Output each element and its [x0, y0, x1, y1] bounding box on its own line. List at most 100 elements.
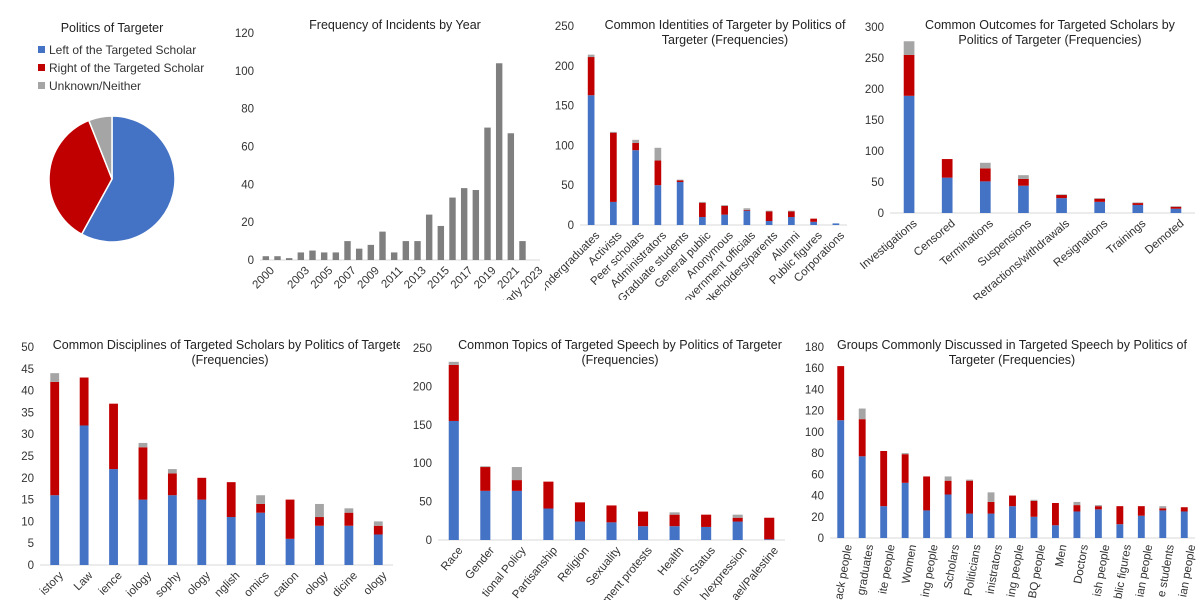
y-tick-label: 100	[555, 140, 574, 152]
x-tick-label: Politicians	[963, 543, 984, 596]
bar-segment	[632, 150, 639, 225]
bar-segment	[732, 514, 743, 518]
bar-segment	[669, 526, 680, 540]
bar-segment	[721, 205, 728, 206]
bar-segment	[1159, 510, 1167, 538]
bar-segment	[315, 517, 324, 526]
y-tick-label: 100	[805, 427, 824, 439]
y-tick-label: 0	[248, 255, 254, 267]
bar-segment	[256, 503, 266, 513]
bar-segment	[837, 366, 845, 421]
bar-segment	[1052, 502, 1059, 526]
x-tick-label: ing people	[920, 544, 941, 598]
bar-segment	[637, 526, 649, 540]
x-tick-label: blic figures	[1113, 543, 1134, 599]
bar-segment	[987, 501, 995, 514]
bar-segment	[285, 499, 295, 539]
x-tick-label: Men	[1054, 544, 1070, 568]
bar	[414, 241, 421, 260]
x-tick-label: ing people	[1006, 544, 1027, 598]
bar-segment	[765, 211, 773, 222]
bar-segment	[587, 95, 595, 225]
bar-segment	[732, 517, 743, 522]
x-tick-label: ology	[362, 570, 390, 598]
bar-segment	[669, 514, 680, 527]
bar	[297, 252, 305, 260]
bar	[484, 127, 491, 260]
x-tick-label: Race	[439, 545, 465, 573]
bar-segment	[50, 381, 60, 496]
bar-segment	[138, 499, 148, 565]
y-tick-label: 0	[878, 208, 884, 220]
bar-segment	[966, 479, 973, 481]
bar-segment	[285, 538, 295, 565]
bar	[495, 63, 503, 261]
x-tick-label: omics	[242, 570, 272, 600]
bar-segment	[256, 495, 266, 504]
bar-segment	[373, 521, 383, 526]
x-tick-label: 2005	[309, 265, 336, 292]
chart-title: Frequency of Incidents by Year	[309, 18, 481, 32]
y-tick-label: 40	[811, 491, 824, 503]
x-tick-label: graduates	[856, 543, 877, 596]
y-tick-label: 50	[419, 497, 432, 509]
y-tick-label: 40	[21, 386, 34, 398]
bar-segment	[765, 210, 773, 212]
bar-segment	[944, 494, 952, 538]
bar-segment	[138, 447, 148, 500]
bar-segment	[167, 469, 177, 474]
bar-segment	[810, 218, 817, 222]
bar-segment	[1009, 506, 1016, 538]
y-tick-label: 100	[235, 66, 254, 78]
bar-segment	[50, 495, 60, 565]
topics-chart-panel: Common Topics of Targeted Speech by Poli…	[400, 330, 790, 600]
bar-segment	[1094, 509, 1102, 538]
x-tick-label: 2000	[250, 265, 277, 292]
legend-entry: Right of the Targeted Scholar	[49, 61, 204, 75]
bar-segment	[858, 456, 866, 538]
x-tick-label: ish people	[1092, 544, 1113, 598]
bar-segment	[543, 508, 554, 540]
bar	[507, 133, 515, 260]
bar-segment	[1132, 202, 1144, 204]
bar-segment	[610, 132, 617, 202]
y-tick-label: 140	[805, 384, 824, 396]
bar-segment	[923, 476, 931, 511]
x-tick-label: ian people	[1134, 544, 1155, 598]
bar-segment	[1159, 508, 1167, 511]
bar-segment	[788, 210, 795, 212]
bar	[262, 256, 270, 260]
bar	[332, 252, 340, 260]
bar-segment	[701, 514, 712, 527]
bar-segment	[344, 525, 354, 565]
x-tick-label: Women	[901, 544, 920, 585]
bar-segment	[903, 95, 915, 213]
bar	[320, 252, 328, 260]
bar	[355, 248, 363, 260]
bar-segment	[1094, 506, 1102, 510]
chart-title: Common Identities of Targeter by Politic…	[605, 18, 846, 32]
bar-segment	[632, 139, 639, 144]
chart-title: Politics of Targeter (Frequencies)	[958, 33, 1141, 47]
y-tick-label: 50	[561, 180, 574, 192]
x-tick-label: ience	[97, 570, 125, 598]
y-tick-label: 0	[818, 533, 824, 545]
bar	[460, 188, 468, 260]
bar-segment	[944, 480, 952, 495]
legend-swatch	[38, 46, 45, 53]
legend-swatch	[38, 64, 45, 71]
bar-segment	[699, 201, 706, 203]
bar-segment	[79, 425, 89, 565]
bar-segment	[788, 217, 795, 225]
y-tick-label: 160	[805, 363, 824, 375]
bar	[274, 256, 281, 260]
bar	[379, 231, 386, 260]
y-tick-label: 50	[21, 342, 34, 354]
bar-segment	[966, 513, 973, 538]
bar-segment	[1073, 501, 1081, 506]
y-tick-label: 10	[21, 516, 34, 528]
y-tick-label: 0	[426, 535, 432, 547]
bar-segment	[743, 209, 751, 211]
bar	[437, 225, 445, 260]
x-tick-label: Doctors	[1072, 543, 1091, 584]
